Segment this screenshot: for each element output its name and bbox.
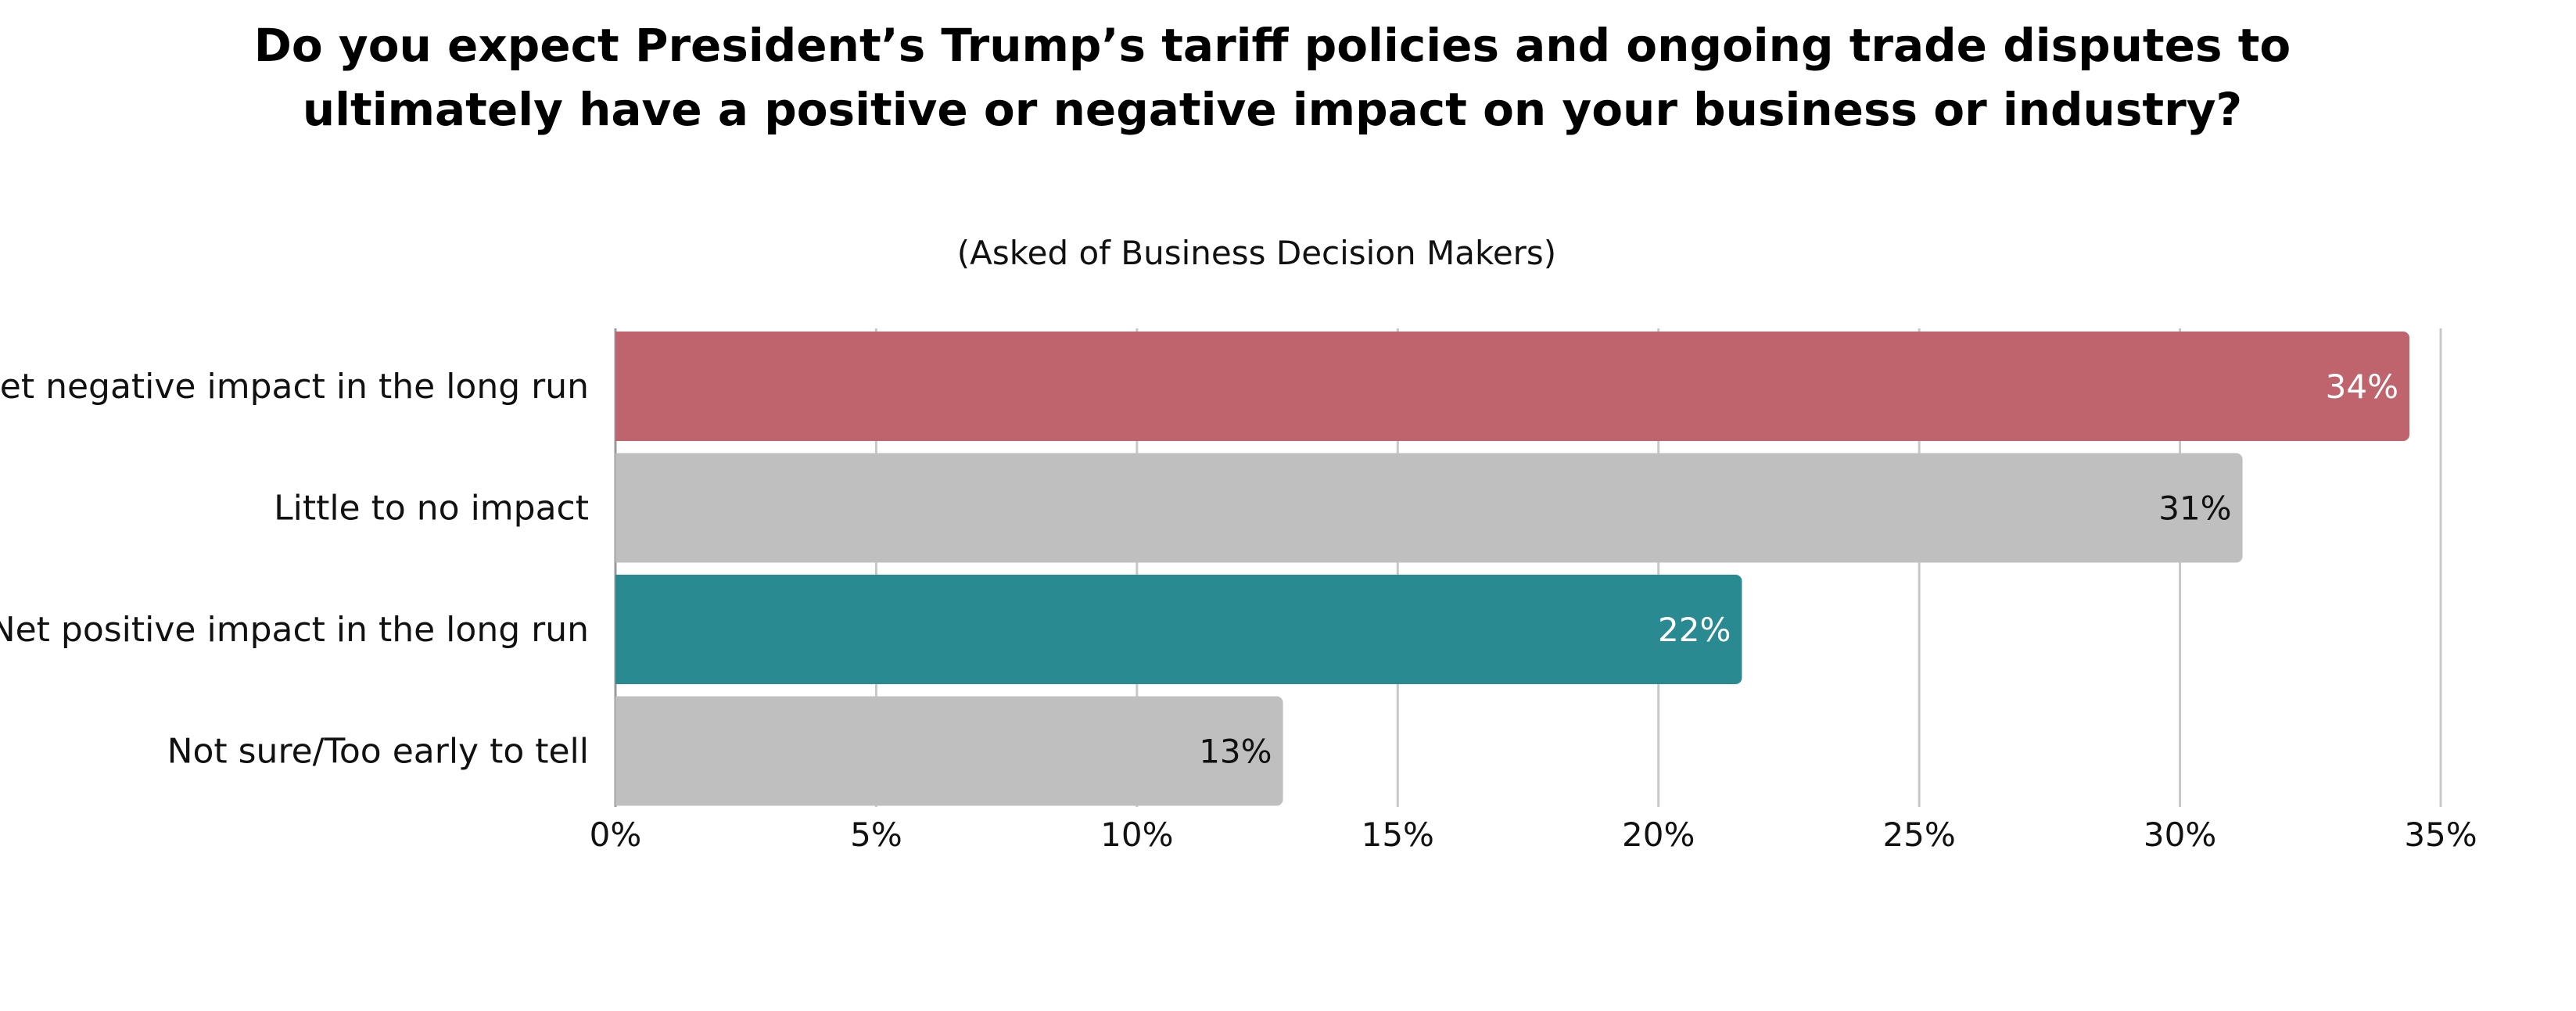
data-label-2: 31%	[2158, 489, 2231, 528]
bar-2	[615, 453, 2243, 563]
x-tick-label-5: 5%	[850, 816, 902, 854]
x-tick-label-20: 20%	[1622, 816, 1695, 854]
x-tick-label-30: 30%	[2144, 816, 2216, 854]
chart-subtitle: (Asked of Business Decision Makers)	[957, 234, 1556, 272]
x-axis-tick-labels: 0% 5% 10% 15% 20% 25% 30% 35%	[590, 816, 2477, 854]
x-tick-label-15: 15%	[1362, 816, 1434, 854]
bar-1	[615, 332, 2409, 441]
data-label-3: 22%	[1658, 611, 1731, 649]
data-label-4: 13%	[1199, 733, 1272, 771]
bars: 34% 31% 22% 13%	[615, 332, 2409, 806]
bar-4	[615, 696, 1283, 806]
category-labels: Net negative impact in the long run Littl…	[0, 367, 589, 772]
x-tick-label-0: 0%	[590, 816, 642, 854]
x-tick-label-35: 35%	[2404, 816, 2477, 854]
category-label-1: Net negative impact in the long run	[0, 367, 589, 407]
category-label-3: Net positive impact in the long run	[0, 610, 589, 650]
category-label-4: Not sure/Too early to tell	[167, 732, 589, 772]
bar-3	[615, 575, 1742, 684]
x-tick-label-10: 10%	[1100, 816, 1173, 854]
chart-title-line-2: ultimately have a positive or negative i…	[303, 83, 2242, 136]
category-label-2: Little to no impact	[274, 489, 589, 529]
chart-title-line-1: Do you expect President’s Trump’s tariff…	[254, 19, 2291, 72]
x-tick-label-25: 25%	[1882, 816, 1955, 854]
data-label-1: 34%	[2326, 367, 2398, 406]
